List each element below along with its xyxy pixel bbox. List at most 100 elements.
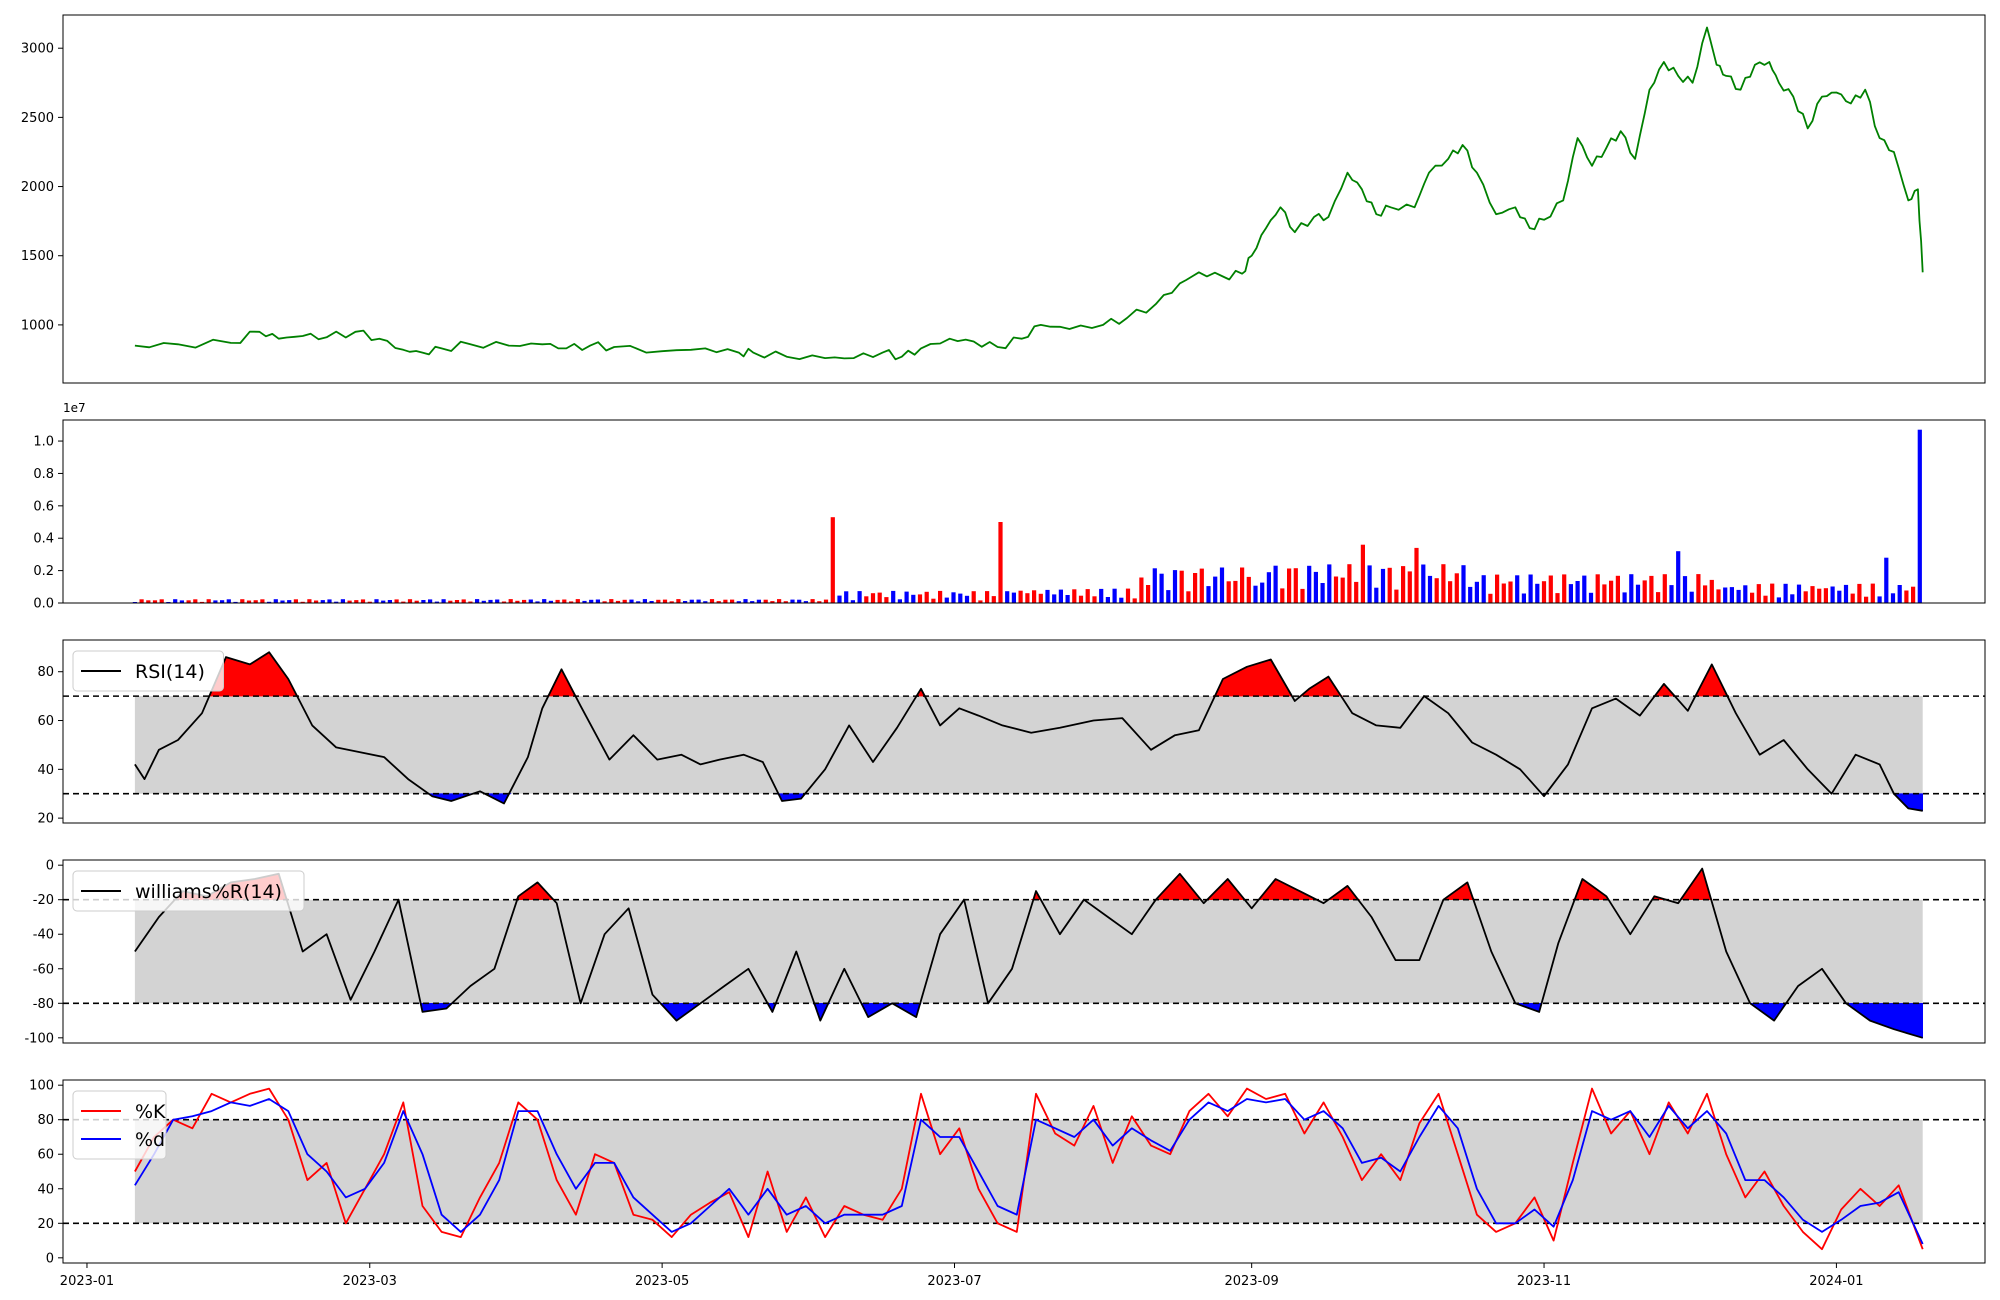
- volume-bar: [1689, 591, 1694, 603]
- volume-bar: [1837, 590, 1842, 603]
- y-tick-label-1-3: 0.6: [33, 499, 54, 514]
- volume-bar: [1548, 575, 1553, 603]
- volume-bar: [1562, 574, 1567, 603]
- volume-bar: [1025, 593, 1030, 603]
- volume-bar: [985, 591, 990, 603]
- volume-bar: [797, 599, 802, 603]
- volume-bar: [609, 599, 614, 603]
- volume-bar: [917, 594, 923, 603]
- volume-bar: [756, 599, 761, 603]
- volume-bar: [1099, 588, 1104, 603]
- y-tick-label-4-5: 100: [29, 1079, 54, 1094]
- volume-bar: [1421, 564, 1426, 603]
- volume-bar: [1159, 573, 1164, 603]
- volume-bar: [1166, 590, 1171, 603]
- y-tick-label-3-4: -20: [33, 893, 54, 908]
- volume-bar: [958, 593, 963, 603]
- series-line-4-1: [134, 1098, 1924, 1245]
- volume-bar: [730, 599, 735, 603]
- volume-bar: [347, 600, 352, 603]
- y-tick-label-4-4: 80: [37, 1113, 54, 1128]
- volume-bar: [1273, 565, 1278, 603]
- volume-bar: [454, 600, 460, 603]
- volume-bar: [193, 599, 198, 603]
- volume-bar: [1609, 580, 1614, 603]
- volume-bar: [1528, 574, 1533, 603]
- volume-bar: [159, 599, 164, 603]
- y-tick-label-4-1: 20: [37, 1217, 54, 1232]
- oversold-fill-3: [419, 1002, 1923, 1039]
- legend-box-2: [72, 650, 224, 692]
- volume-bar: [864, 596, 869, 603]
- volume-bar: [220, 600, 225, 603]
- volume-bar: [689, 599, 694, 603]
- volume-bar: [340, 599, 345, 603]
- volume-bar: [817, 601, 822, 603]
- volume-bar: [1152, 568, 1157, 603]
- volume-bar: [1394, 589, 1399, 603]
- series-line-2-0: [134, 651, 1923, 812]
- volume-bar: [1313, 571, 1318, 603]
- volume-bar: [1045, 589, 1050, 603]
- volume-bar: [1803, 591, 1808, 603]
- overbought-fill-3: [173, 867, 1713, 901]
- volume-bar: [1441, 564, 1446, 603]
- y-tick-label-2-3: 80: [37, 665, 54, 680]
- volume-bar: [1696, 574, 1701, 603]
- volume-bar: [1085, 589, 1090, 603]
- volume-bar: [1843, 584, 1849, 603]
- volume-bar: [186, 600, 191, 603]
- volume-bar: [1360, 544, 1365, 603]
- legend-box-3: [72, 870, 305, 912]
- volume-bar: [1092, 596, 1097, 603]
- volume-bar: [971, 591, 976, 603]
- volume-bar: [964, 595, 970, 603]
- volume-bar: [1333, 576, 1339, 603]
- volume-bar: [1877, 596, 1882, 603]
- volume-bar: [213, 600, 218, 603]
- legend-3: williams%R(14): [72, 870, 305, 912]
- volume-bar: [535, 601, 540, 603]
- legend-2: RSI(14): [72, 650, 224, 692]
- volume-bar: [1219, 567, 1225, 603]
- volume-bar: [428, 599, 433, 603]
- volume-bar: [1199, 568, 1204, 603]
- series-line-0-0: [134, 26, 1924, 361]
- volume-bar: [280, 600, 285, 603]
- y-tick-label-3-5: 0: [46, 859, 54, 874]
- volume-bar: [1018, 590, 1023, 603]
- volume-bar: [1072, 589, 1077, 603]
- legend-label-2-0: RSI(14): [135, 661, 205, 683]
- volume-bar: [1367, 565, 1372, 603]
- volume-bar: [1508, 581, 1513, 603]
- y-tick-label-0-0: 1000: [21, 318, 54, 333]
- volume-bar: [1011, 592, 1016, 603]
- volume-bar: [1226, 581, 1231, 603]
- volume-bar: [1870, 583, 1875, 603]
- legend-4: %K %d: [72, 1090, 167, 1160]
- volume-bar: [528, 599, 533, 603]
- volume-bar: [468, 601, 473, 603]
- volume-bar: [924, 591, 929, 603]
- volume-bar: [1448, 581, 1453, 603]
- volume-bar: [1676, 551, 1681, 603]
- volume-bar: [360, 599, 366, 603]
- volume-bar: [394, 599, 399, 603]
- volume-bar: [206, 599, 211, 603]
- volume-bar: [1293, 568, 1298, 603]
- volume-bar: [1172, 570, 1178, 603]
- volume-bar: [850, 600, 855, 603]
- volume-bar: [1132, 598, 1137, 603]
- volume-bar: [1186, 591, 1191, 603]
- volume-bar: [1864, 596, 1869, 603]
- volume-bar: [441, 599, 446, 603]
- volume-bar: [1750, 592, 1755, 603]
- oversold-fill-2: [427, 793, 1923, 812]
- volume-bar: [1736, 589, 1741, 603]
- volume-bar: [320, 600, 325, 603]
- band-2: [134, 696, 1923, 794]
- volume-bar: [911, 594, 916, 603]
- volume-bar: [1401, 566, 1406, 603]
- volume-bar: [273, 599, 278, 603]
- volume-bar: [307, 599, 312, 603]
